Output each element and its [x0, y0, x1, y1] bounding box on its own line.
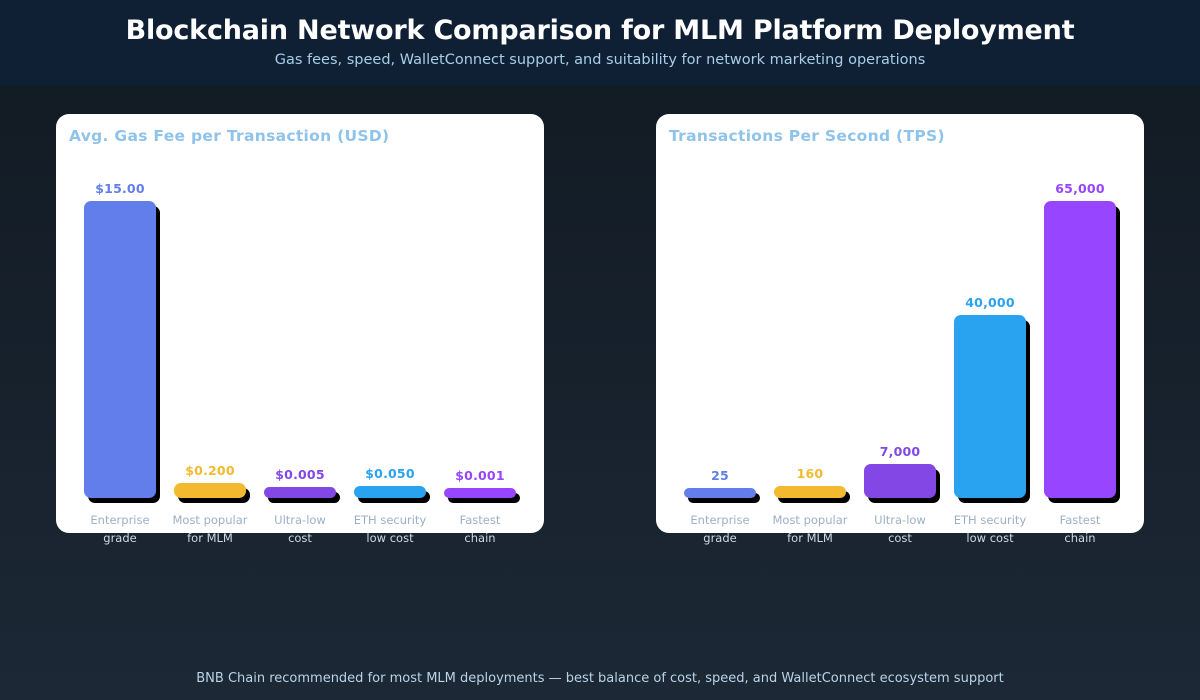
- x-tick-label-line2: cost: [888, 530, 912, 545]
- bar-wrapper: $15.00: [84, 181, 156, 498]
- bar-value-label: $0.050: [365, 466, 415, 481]
- bar-group[interactable]: 160: [774, 160, 846, 498]
- page-header: Blockchain Network Comparison for MLM Pl…: [0, 0, 1200, 85]
- bar-wrapper: 160: [774, 466, 846, 498]
- bar-group[interactable]: 25: [684, 160, 756, 498]
- bar-value-label: $0.001: [455, 468, 505, 483]
- x-tick-label-line1: Most popular: [172, 513, 248, 527]
- x-tick-label: Enterprise grade: [75, 512, 165, 547]
- bar[interactable]: [354, 486, 426, 498]
- bar[interactable]: [444, 488, 516, 498]
- bar[interactable]: [954, 315, 1026, 498]
- bar-value-label: $15.00: [95, 181, 145, 196]
- bar[interactable]: [1044, 201, 1116, 498]
- x-tick-label-line2: grade: [103, 530, 137, 545]
- bar-group[interactable]: 40,000: [954, 160, 1026, 498]
- x-tick-label: Ultra-low cost: [255, 512, 345, 547]
- x-tick-label-line1: Most popular: [772, 513, 848, 527]
- x-tick-label-line2: chain: [464, 530, 496, 545]
- bar-wrapper: 7,000: [864, 444, 936, 498]
- bar-wrapper: $0.200: [174, 463, 246, 498]
- x-tick-label-line1: Ultra-low: [874, 513, 926, 527]
- x-tick-label: Fastest chain: [1035, 512, 1125, 547]
- page-title: Blockchain Network Comparison for MLM Pl…: [125, 15, 1075, 46]
- x-tick-label-line1: Enterprise: [90, 513, 150, 527]
- x-tick-label-line2: for MLM: [787, 530, 833, 545]
- x-tick-label-line1: Ultra-low: [274, 513, 326, 527]
- x-tick-label-line2: chain: [1064, 530, 1096, 545]
- page-subtitle: Gas fees, speed, WalletConnect support, …: [274, 52, 926, 68]
- x-tick-label-line1: ETH security: [953, 513, 1027, 527]
- x-tick-label: ETH security low cost: [345, 512, 435, 547]
- bar-wrapper: 40,000: [954, 295, 1026, 498]
- bar-group[interactable]: $15.00: [84, 160, 156, 498]
- bar[interactable]: [864, 464, 936, 498]
- charts-container: Avg. Gas Fee per Transaction (USD) $15.00…: [0, 114, 1200, 545]
- bar-group[interactable]: $0.050: [354, 160, 426, 498]
- bar-value-label: 160: [796, 466, 824, 481]
- bar[interactable]: [84, 201, 156, 498]
- x-tick-label-line1: ETH security: [353, 513, 427, 527]
- x-tick-label-line2: grade: [703, 530, 737, 545]
- chart-panel-2: Transactions Per Second (TPS) 25 160 7,000 4…: [656, 114, 1144, 545]
- x-tick-label: Most popular for MLM: [765, 512, 855, 547]
- chart-panel-1: Avg. Gas Fee per Transaction (USD) $15.00…: [56, 114, 544, 545]
- x-tick-label-line1: Fastest: [459, 513, 501, 527]
- bar[interactable]: [684, 488, 756, 498]
- x-tick-label-line1: Enterprise: [690, 513, 750, 527]
- bar-group[interactable]: $0.005: [264, 160, 336, 498]
- bar-group[interactable]: 65,000: [1044, 160, 1116, 498]
- bar-wrapper: 65,000: [1044, 181, 1116, 498]
- plot-area: $15.00 $0.200 $0.005 $0.050 $0.001: [56, 160, 544, 498]
- x-tick-label: Enterprise grade: [675, 512, 765, 547]
- bar-group[interactable]: 7,000: [864, 160, 936, 498]
- bar[interactable]: [774, 486, 846, 498]
- bar-group[interactable]: $0.001: [444, 160, 516, 498]
- x-tick-label-line1: Fastest: [1059, 513, 1101, 527]
- bar[interactable]: [174, 483, 246, 498]
- bar-wrapper: $0.005: [264, 467, 336, 498]
- bar-value-label: 7,000: [879, 444, 921, 459]
- bar-wrapper: $0.001: [444, 468, 516, 498]
- x-tick-label-line2: cost: [288, 530, 312, 545]
- bar[interactable]: [264, 487, 336, 498]
- bar-value-label: 40,000: [965, 295, 1015, 310]
- bar-group[interactable]: $0.200: [174, 160, 246, 498]
- x-axis-labels: Enterprise grade Most popular for MLM Ultra-…: [656, 512, 1144, 556]
- bar-value-label: $0.005: [275, 467, 325, 482]
- bar-wrapper: $0.050: [354, 466, 426, 498]
- x-tick-label: Ultra-low cost: [855, 512, 945, 547]
- x-tick-label-line2: low cost: [366, 530, 414, 545]
- x-tick-label: Most popular for MLM: [165, 512, 255, 547]
- x-tick-label-line2: low cost: [966, 530, 1014, 545]
- x-tick-label: Fastest chain: [435, 512, 525, 547]
- bar-value-label: $0.200: [185, 463, 235, 478]
- bar-value-label: 25: [711, 468, 729, 483]
- bar-value-label: 65,000: [1055, 181, 1105, 196]
- x-tick-label: ETH security low cost: [945, 512, 1035, 547]
- footer-recommendation-note: BNB Chain recommended for most MLM deplo…: [196, 671, 1004, 686]
- chart-title: Avg. Gas Fee per Transaction (USD): [69, 127, 390, 145]
- chart-title: Transactions Per Second (TPS): [669, 127, 945, 145]
- x-axis-labels: Enterprise grade Most popular for MLM Ultra-…: [56, 512, 544, 556]
- plot-area: 25 160 7,000 40,000 65,000: [656, 160, 1144, 498]
- bar-wrapper: 25: [684, 468, 756, 498]
- x-tick-label-line2: for MLM: [187, 530, 233, 545]
